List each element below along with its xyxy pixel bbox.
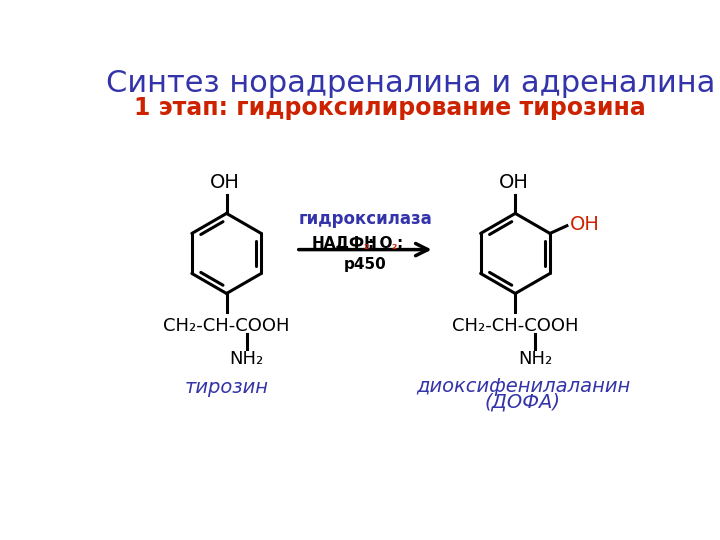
Text: ; О: ; О: [368, 236, 392, 251]
Text: ₂: ₂: [392, 239, 397, 252]
Text: NH₂: NH₂: [518, 350, 552, 368]
Text: 1 этап: гидроксилирование тирозина: 1 этап: гидроксилирование тирозина: [134, 96, 646, 119]
Text: OH: OH: [570, 215, 600, 234]
Text: Синтез норадреналина и адреналина: Синтез норадреналина и адреналина: [106, 69, 715, 98]
Text: тирозин: тирозин: [184, 378, 269, 397]
Text: OH: OH: [210, 173, 240, 192]
Text: OH: OH: [499, 173, 528, 192]
Text: NH₂: NH₂: [230, 350, 264, 368]
Text: НАДФН: НАДФН: [312, 236, 378, 251]
Text: р450: р450: [343, 257, 387, 272]
Text: ;: ;: [397, 236, 404, 251]
Text: гидроксилаза: гидроксилаза: [298, 210, 432, 228]
Text: диоксифенилаланин: диоксифенилаланин: [416, 377, 630, 396]
Text: CH₂-CH-COOH: CH₂-CH-COOH: [452, 316, 579, 335]
Text: CH₂-CH-COOH: CH₂-CH-COOH: [163, 316, 289, 335]
Text: ₂: ₂: [363, 239, 369, 252]
Text: (ДОФА): (ДОФА): [485, 392, 561, 411]
